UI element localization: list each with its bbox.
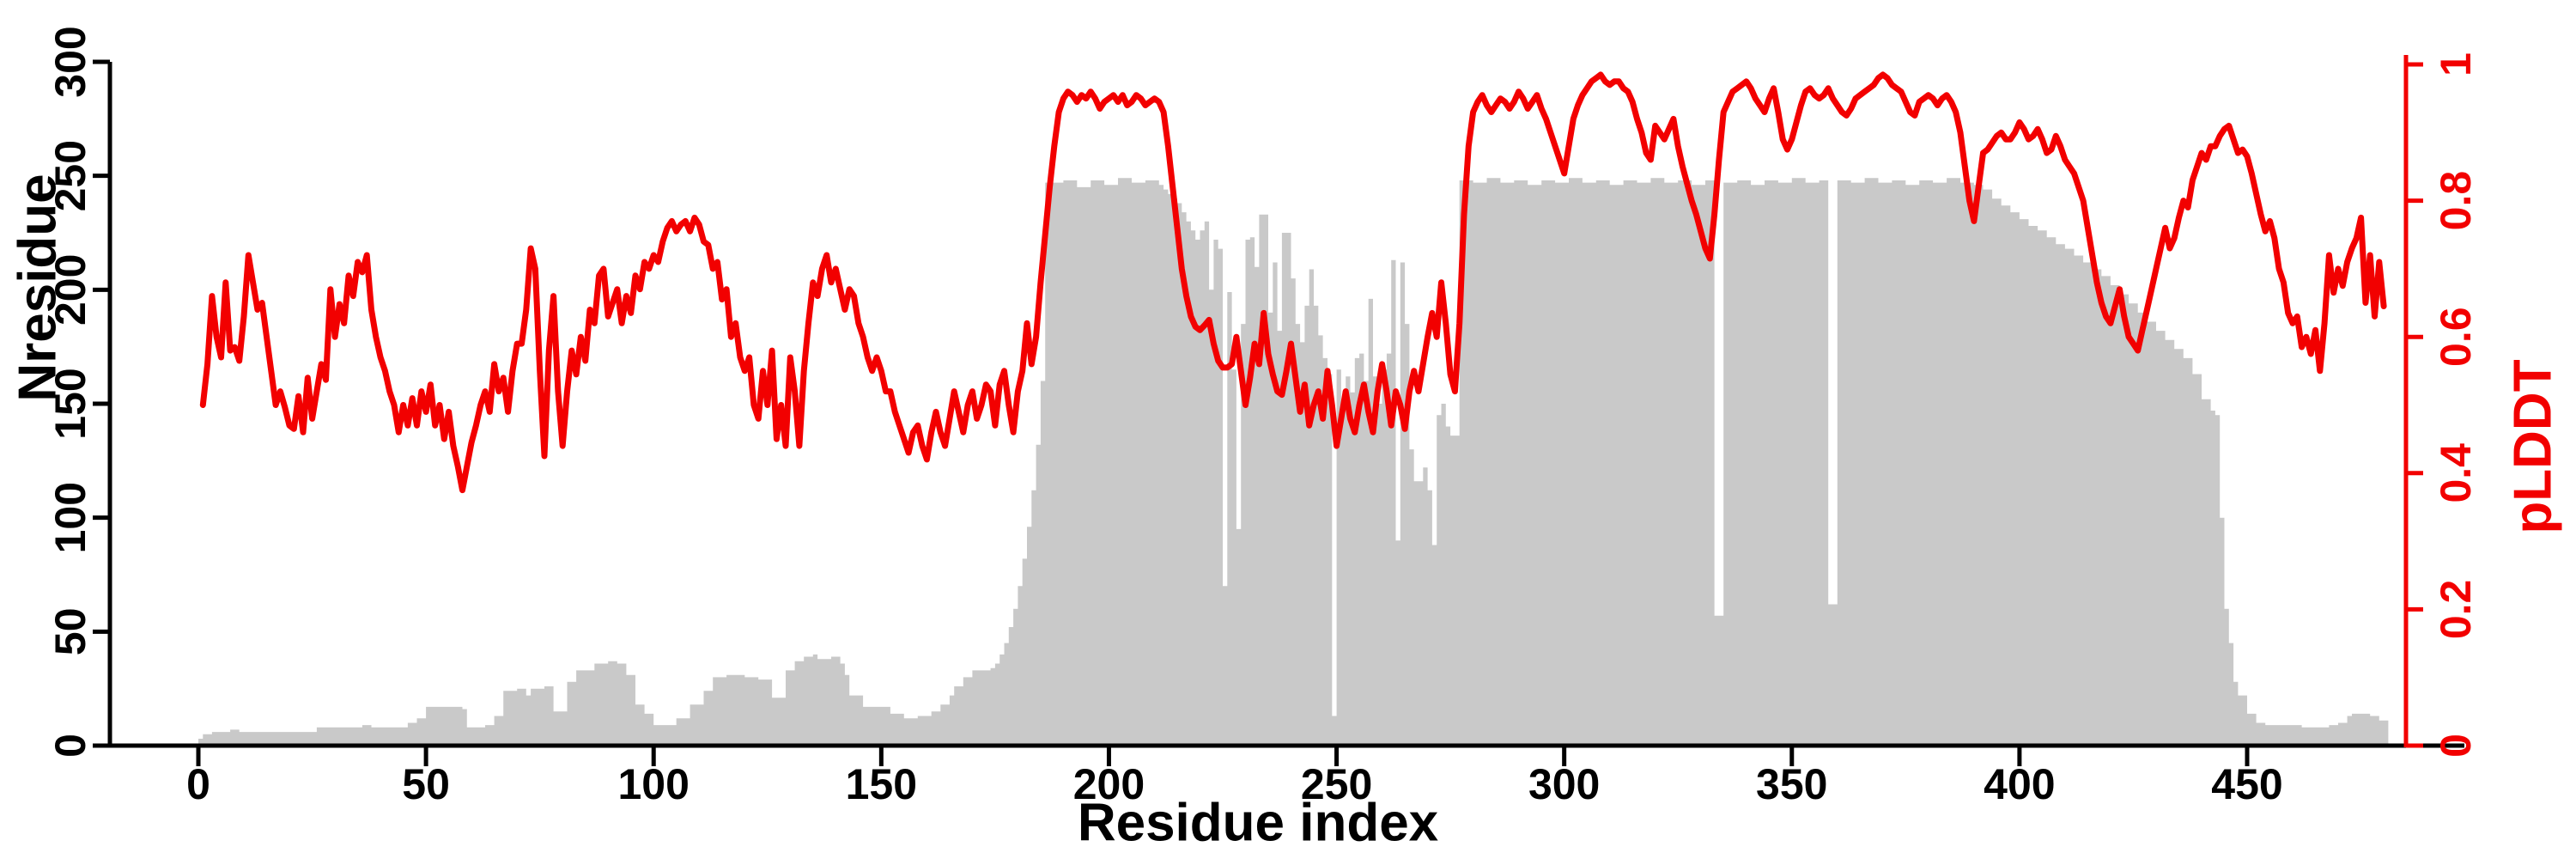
y-left-tick-label: 50 <box>46 607 94 655</box>
y-right-tick-label: 0.4 <box>2432 443 2480 503</box>
y-left-tick-label: 100 <box>46 482 94 553</box>
nresidue-area <box>198 178 2389 746</box>
y-right-tick-label: 0.8 <box>2432 171 2480 231</box>
y-left-tick-label: 250 <box>46 140 94 211</box>
y-right-tick-label: 1 <box>2432 52 2480 76</box>
x-tick-label: 0 <box>186 760 210 808</box>
y-right-tick-label: 0.6 <box>2432 307 2480 367</box>
x-tick-label: 400 <box>1984 760 2055 808</box>
y-axis-title-right: pLDDT <box>2503 359 2563 534</box>
y-left-tick-label: 200 <box>46 254 94 326</box>
x-tick-label: 300 <box>1528 760 1600 808</box>
y-left-tick-label: 150 <box>46 368 94 439</box>
x-axis-title: Residue index <box>1077 793 1439 853</box>
x-tick-label: 100 <box>618 760 690 808</box>
x-tick-label: 150 <box>846 760 917 808</box>
y-left-tick-label: 300 <box>46 26 94 97</box>
y-right-tick-label: 0.2 <box>2432 580 2480 640</box>
x-tick-label: 250 <box>1301 760 1372 808</box>
x-tick-label: 450 <box>2211 760 2282 808</box>
x-tick-label: 50 <box>402 760 450 808</box>
x-tick-label: 200 <box>1073 760 1145 808</box>
y-left-tick-label: 0 <box>46 734 94 758</box>
y-right-tick-label: 0 <box>2432 734 2480 758</box>
y-axis-title-left: Nresidue <box>8 174 68 402</box>
plddt-line <box>199 71 2387 494</box>
x-tick-label: 350 <box>1756 760 1827 808</box>
